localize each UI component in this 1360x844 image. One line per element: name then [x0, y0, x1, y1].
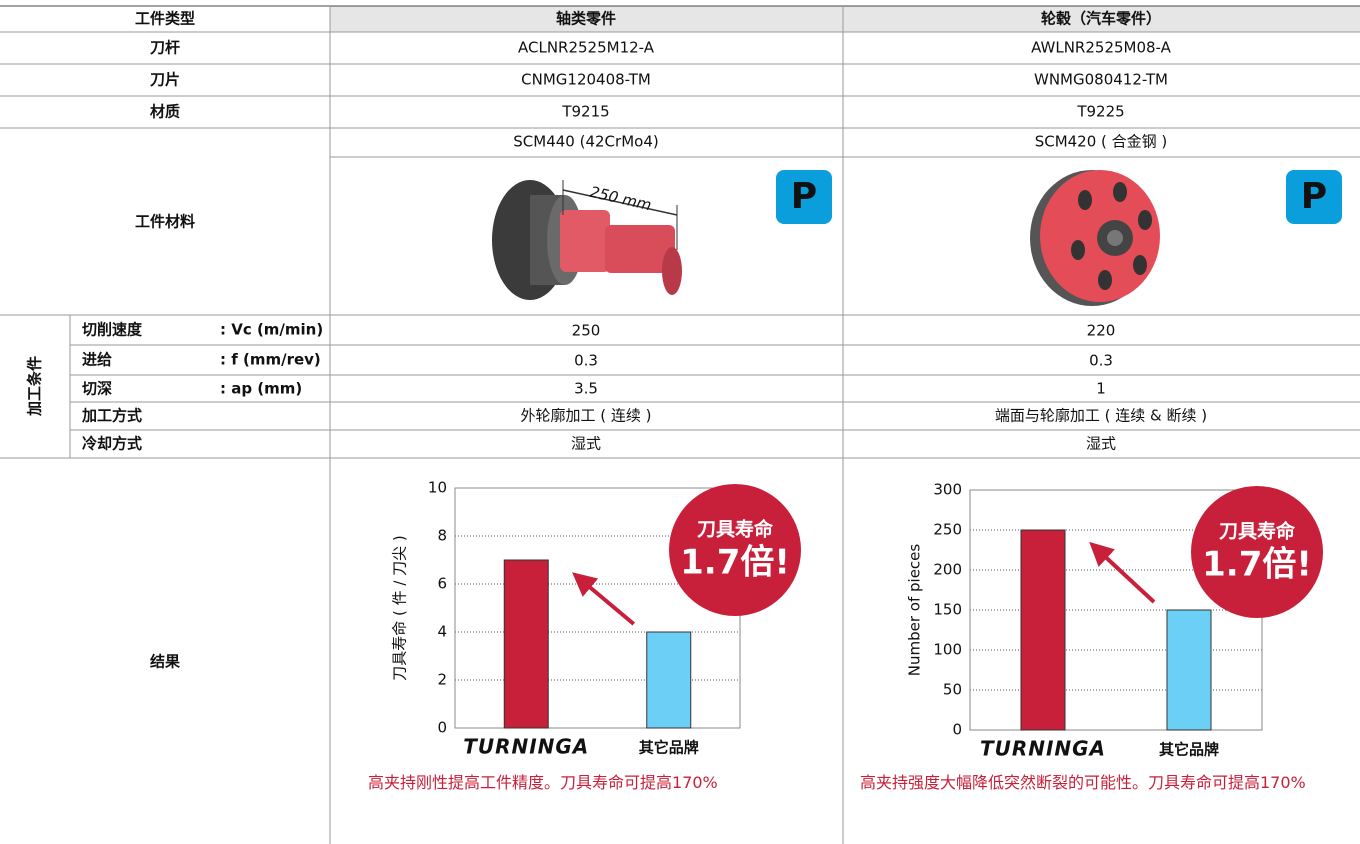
- bar: [503, 559, 549, 729]
- group-label: 加工条件: [26, 356, 44, 417]
- cell: 3.5: [574, 380, 598, 398]
- row-label: 进给: [82, 351, 112, 369]
- y-tick-label: 0: [952, 721, 962, 739]
- badge-label: P: [791, 176, 817, 217]
- cell: 220: [1087, 322, 1116, 340]
- annotation-badge: [1191, 486, 1323, 618]
- cell: WNMG080412-TM: [1034, 71, 1168, 89]
- bar: [646, 631, 692, 729]
- x-tick-label: TURNINGA: [463, 735, 589, 759]
- row-label: 切削速度: [82, 321, 143, 339]
- dimension-label: 250 mm: [588, 183, 653, 215]
- y-axis-label: Number of pieces: [906, 544, 924, 677]
- cell: 湿式: [571, 435, 601, 453]
- row-label: 冷却方式: [82, 435, 142, 453]
- row-label: 材质: [150, 103, 180, 121]
- unit-label: : Vc (m/min): [220, 321, 323, 339]
- annotation: 1.7倍!: [680, 543, 790, 583]
- cell: ACLNR2525M12-A: [518, 39, 655, 57]
- y-tick-label: 2: [437, 671, 447, 689]
- cell: T9225: [1076, 103, 1124, 121]
- cell: AWLNR2525M08-A: [1031, 39, 1172, 57]
- row-label: 工件材料: [135, 213, 195, 231]
- arrow: [1089, 541, 1156, 604]
- caption: 高夹持刚性提高工件精度。刀具寿命可提高170%: [368, 773, 718, 792]
- y-tick-label: 250: [933, 521, 962, 539]
- row-label: 刀杆: [150, 39, 180, 57]
- cell: T9215: [561, 103, 609, 121]
- annotation: 刀具寿命: [1219, 520, 1296, 543]
- row-label: 切深: [82, 380, 112, 398]
- cell: 1: [1096, 380, 1106, 398]
- y-tick-label: 300: [933, 481, 962, 499]
- cell: CNMG120408-TM: [521, 71, 651, 89]
- y-tick-label: 100: [933, 641, 962, 659]
- arrow: [572, 572, 636, 626]
- cell: 外轮廓加工 ( 连续 ): [520, 407, 651, 425]
- row-label: 结果: [150, 653, 181, 671]
- header-cell: 轮毂（汽车零件）: [1041, 10, 1161, 28]
- badge-label: P: [1301, 176, 1327, 217]
- y-tick-label: 150: [933, 601, 962, 619]
- cell: 湿式: [1086, 435, 1116, 453]
- cell: SCM420 ( 合金钢 ): [1035, 133, 1168, 151]
- wheel-image: [1030, 170, 1160, 306]
- caption-box: 高夹持刚性提高工件精度。刀具寿命可提高170%: [368, 773, 718, 792]
- bar: [1020, 529, 1066, 731]
- caption: 高夹持强度大幅降低突然断裂的可能性。刀具寿命可提高170%: [860, 773, 1306, 792]
- y-tick-label: 200: [933, 561, 962, 579]
- y-tick-label: 8: [437, 527, 447, 545]
- cell: 250: [572, 322, 601, 340]
- y-axis-label: 刀具寿命 ( 件 / 刀尖 ): [391, 535, 409, 681]
- y-tick-label: 10: [428, 479, 447, 497]
- x-tick-label: 其它品牌: [1159, 741, 1219, 759]
- header-cell: 轴类零件: [556, 10, 616, 28]
- unit-label: : f (mm/rev): [220, 351, 321, 369]
- annotation: 刀具寿命: [697, 518, 774, 541]
- cell: 0.3: [574, 352, 598, 370]
- bar: [1166, 609, 1212, 731]
- cell: 0.3: [1089, 352, 1113, 370]
- shaft-image: [492, 180, 682, 300]
- y-tick-label: 0: [437, 719, 447, 737]
- cell: SCM440 (42CrMo4): [513, 133, 658, 151]
- caption-box: 高夹持强度大幅降低突然断裂的可能性。刀具寿命可提高170%: [860, 773, 1306, 792]
- header-bg: [330, 6, 1360, 32]
- y-tick-label: 4: [437, 623, 447, 641]
- row-label: 加工方式: [81, 407, 142, 425]
- x-tick-label: 其它品牌: [639, 739, 699, 757]
- annotation: 1.7倍!: [1202, 545, 1312, 585]
- x-tick-label: TURNINGA: [980, 737, 1106, 761]
- annotation-badge: [669, 484, 801, 616]
- unit-label: : ap (mm): [220, 380, 302, 398]
- row-label: 刀片: [150, 71, 180, 89]
- y-tick-label: 50: [943, 681, 962, 699]
- y-tick-label: 6: [437, 575, 447, 593]
- header-label: 工件类型: [135, 10, 195, 28]
- cell: 端面与轮廓加工 ( 连续 & 断续 ): [995, 407, 1207, 425]
- badge: [776, 170, 832, 224]
- badge: [1286, 170, 1342, 224]
